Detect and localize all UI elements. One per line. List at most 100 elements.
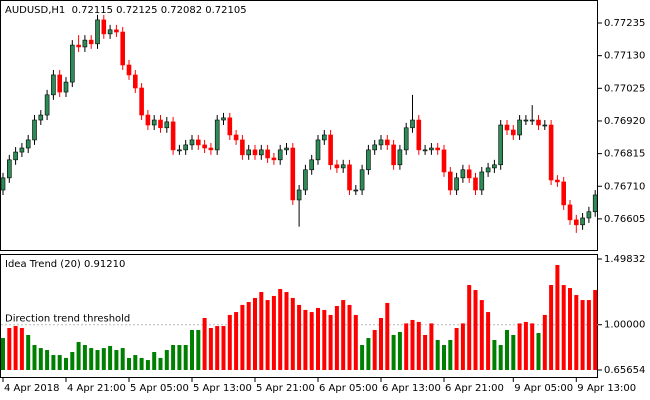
- candle-body: [366, 149, 371, 171]
- candle-body: [328, 134, 333, 166]
- histogram-bar: [51, 355, 56, 370]
- candle-body: [88, 39, 94, 45]
- candle-body: [139, 87, 144, 116]
- histogram-bar: [177, 345, 182, 370]
- candle-body: [107, 29, 113, 35]
- histogram-bar: [379, 317, 383, 370]
- candle-body: [592, 194, 598, 213]
- histogram-bar: [32, 345, 37, 370]
- candle-body: [561, 181, 567, 206]
- histogram-bar: [511, 334, 516, 370]
- histogram-bar: [460, 323, 465, 370]
- candle-body: [252, 149, 258, 156]
- histogram-bar: [196, 329, 201, 370]
- candle-body: [340, 164, 346, 169]
- histogram-bar: [101, 348, 106, 370]
- histogram-bar: [278, 288, 283, 370]
- x-tick-label: 9 Apr 13:00: [577, 383, 636, 394]
- histogram-bar: [57, 355, 62, 370]
- histogram-bar: [271, 295, 276, 370]
- histogram-bar: [486, 312, 491, 370]
- candle-body: [0, 177, 6, 191]
- histogram-bar: [202, 317, 207, 370]
- histogram-bar: [586, 300, 591, 370]
- candle-body: [460, 169, 466, 179]
- candle-body: [290, 147, 296, 201]
- candle-body: [265, 149, 270, 159]
- candle-body: [133, 74, 138, 89]
- candle-body: [151, 119, 157, 126]
- candle-body: [384, 139, 390, 146]
- histogram-bar: [385, 302, 390, 370]
- histogram-bar: [82, 345, 87, 370]
- histogram-bar: [145, 360, 150, 370]
- histogram-bar: [158, 357, 163, 370]
- histogram-bar: [454, 328, 459, 370]
- y-tick-label: 0.77235: [604, 18, 645, 29]
- candle-body: [7, 159, 12, 179]
- candle-body: [227, 117, 233, 136]
- candle-body: [44, 94, 50, 116]
- histogram-bar: [26, 334, 31, 370]
- histogram-bar: [360, 345, 365, 370]
- histogram-bar: [133, 355, 138, 370]
- candle-body: [397, 149, 403, 166]
- histogram-bar: [549, 285, 554, 370]
- histogram-bar: [19, 328, 24, 370]
- candle-body: [517, 119, 522, 136]
- histogram-bar: [397, 331, 402, 370]
- indicator-pane: [0, 254, 598, 378]
- histogram-bar: [171, 345, 176, 370]
- candle-body: [586, 211, 592, 219]
- candle-body: [473, 177, 478, 191]
- x-tick-label: 6 Apr 21:00: [445, 383, 504, 394]
- histogram-bar: [297, 304, 302, 370]
- candle-body: [76, 44, 81, 48]
- candle-body: [504, 124, 510, 131]
- histogram-bar: [164, 350, 169, 370]
- histogram-bar: [498, 345, 503, 370]
- candle-body: [170, 121, 176, 151]
- candle-body: [454, 177, 459, 191]
- candle-body: [347, 164, 352, 191]
- candle-body: [536, 119, 541, 126]
- candle-body: [258, 149, 264, 156]
- histogram-bar: [120, 348, 125, 370]
- histogram-bar: [114, 350, 119, 370]
- threshold-label: Direction trend threshold: [5, 314, 130, 325]
- candle-body: [164, 121, 170, 129]
- candle-body: [315, 139, 321, 161]
- candle-body: [51, 74, 56, 96]
- y-tick-label: 0.77130: [604, 51, 645, 62]
- histogram-bar: [347, 304, 352, 370]
- candle-body: [485, 167, 491, 173]
- candle-body: [246, 149, 251, 156]
- histogram-bar: [410, 319, 415, 370]
- y-tick-label: 0.76710: [604, 181, 645, 192]
- histogram-bar: [492, 340, 497, 370]
- x-tick-label: 5 Apr 13:00: [193, 383, 252, 394]
- histogram-bar: [221, 326, 226, 370]
- histogram-bar: [448, 340, 453, 370]
- candle-body: [145, 114, 151, 126]
- histogram-bar: [517, 323, 522, 370]
- candle-body: [435, 147, 441, 151]
- candle-body: [284, 147, 289, 151]
- histogram-bar: [334, 305, 339, 370]
- y-tick-label: 1.00000: [604, 320, 645, 331]
- histogram-bar: [139, 357, 144, 370]
- x-tick-label: 6 Apr 13:00: [382, 383, 441, 394]
- candle-body: [177, 149, 182, 152]
- price-pane: [0, 0, 598, 251]
- candle-body: [296, 189, 302, 201]
- histogram-bar: [259, 292, 264, 370]
- candle-body: [19, 147, 25, 153]
- histogram-bar: [253, 297, 257, 370]
- candle-body: [126, 64, 132, 76]
- candle-body: [38, 114, 44, 121]
- candle-body: [510, 129, 516, 136]
- histogram-bar: [284, 292, 289, 370]
- y-tick-label: 1.49832: [604, 254, 645, 265]
- candle-body: [101, 19, 107, 35]
